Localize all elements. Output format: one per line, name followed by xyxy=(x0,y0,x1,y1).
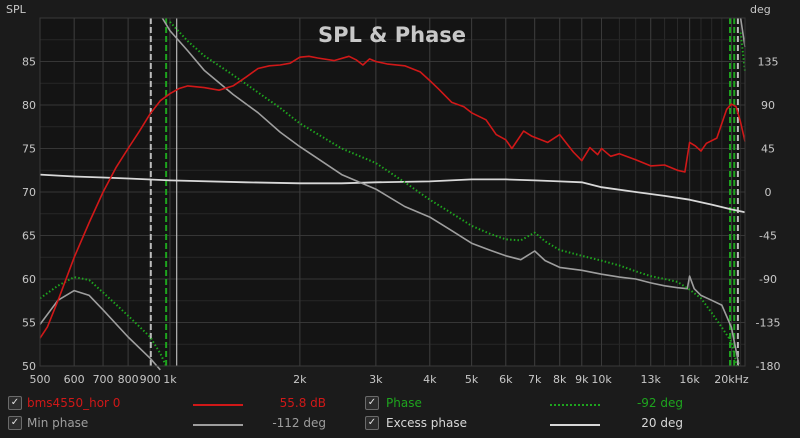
y-tick-label-right: -180 xyxy=(756,360,781,373)
x-tick-label: 5k xyxy=(465,373,479,386)
x-tick-label: 1k xyxy=(163,373,177,386)
y-tick-label-left: 50 xyxy=(22,360,36,373)
series-excess xyxy=(39,173,746,214)
y-tick-label-left: 80 xyxy=(22,99,36,112)
y-tick-label-left: 55 xyxy=(22,317,36,330)
legend-label-min-phase: Min phase xyxy=(27,416,89,430)
legend-swatch-spl xyxy=(193,404,243,406)
y-tick-label-right: 45 xyxy=(761,143,775,156)
y-tick-label-left: 65 xyxy=(22,230,36,243)
checkbox-bms4550-hor[interactable]: ✓ xyxy=(8,396,22,410)
x-tick-label: 500 xyxy=(30,373,51,386)
legend-label-excess-phase: Excess phase xyxy=(386,416,467,430)
legend-label-phase: Phase xyxy=(386,396,422,410)
y-tick-label-right: -90 xyxy=(759,273,777,286)
x-tick-label: 13k xyxy=(641,373,662,386)
y-tick-label-left: 70 xyxy=(22,186,36,199)
series-minphase xyxy=(39,17,746,371)
y-tick-label-right: 90 xyxy=(761,99,775,112)
x-tick-label: 800 xyxy=(118,373,139,386)
series-layer xyxy=(39,17,746,371)
legend-value-spl: 55.8 dB xyxy=(279,396,326,410)
checkbox-min-phase[interactable]: ✓ xyxy=(8,416,22,430)
checkbox-excess-phase[interactable]: ✓ xyxy=(365,416,379,430)
axes: 500 600 700 800 900 1k 2k 3k 4k 5k 6k 7k 8k 9k 10k 13k 1… xyxy=(22,56,780,387)
legend-swatch-phase xyxy=(550,404,600,406)
x-tick-label: 20kHz xyxy=(714,373,749,386)
y-tick-label-left: 85 xyxy=(22,56,36,69)
legend-row-2: ✓ Min phase -112 deg ✓ Excess phase 20 d… xyxy=(0,413,800,433)
left-axis-label: SPL xyxy=(6,3,27,16)
plot-frame xyxy=(39,17,746,367)
x-tick-label: 7k xyxy=(528,373,542,386)
x-tick-label: 10k xyxy=(591,373,612,386)
legend-label-spl: bms4550_hor 0 xyxy=(27,396,121,410)
chart-title: SPL & Phase xyxy=(318,23,466,47)
x-tick-label: 3k xyxy=(369,373,383,386)
legend-value-phase: -92 deg xyxy=(636,396,683,410)
legend-value-min-phase: -112 deg xyxy=(272,416,326,430)
x-tick-label: 9k xyxy=(575,373,589,386)
y-tick-label-right: 135 xyxy=(758,56,779,69)
checkbox-phase[interactable]: ✓ xyxy=(365,396,379,410)
y-tick-label-left: 75 xyxy=(22,143,36,156)
right-axis-label: deg xyxy=(750,3,771,16)
y-tick-label-right: 0 xyxy=(765,186,772,199)
x-tick-label: 8k xyxy=(553,373,567,386)
spl-phase-chart: 500 600 700 800 900 1k 2k 3k 4k 5k 6k 7k 8k 9k 10k 13k 1… xyxy=(6,3,780,387)
x-tick-label: 2k xyxy=(293,373,307,386)
y-tick-label-left: 60 xyxy=(22,273,36,286)
x-tick-label: 6k xyxy=(499,373,513,386)
y-tick-label-right: -45 xyxy=(759,230,777,243)
series-spl xyxy=(39,55,746,339)
x-tick-label: 900 xyxy=(140,373,161,386)
x-tick-label: 4k xyxy=(423,373,437,386)
x-tick-label: 700 xyxy=(93,373,114,386)
legend-swatch-excess-phase xyxy=(550,424,600,426)
y-tick-label-right: -135 xyxy=(756,317,781,330)
legend-row-1: ✓ bms4550_hor 0 55.8 dB ✓ Phase -92 deg xyxy=(0,393,800,413)
legend-value-excess-phase: 20 deg xyxy=(641,416,683,430)
x-tick-label: 600 xyxy=(64,373,85,386)
frequency-markers xyxy=(149,18,739,366)
x-tick-label: 16k xyxy=(679,373,700,386)
grid xyxy=(39,17,745,367)
series-phase xyxy=(39,21,746,367)
legend: ✓ bms4550_hor 0 55.8 dB ✓ Phase -92 deg … xyxy=(0,390,800,438)
legend-swatch-min-phase xyxy=(193,424,243,426)
